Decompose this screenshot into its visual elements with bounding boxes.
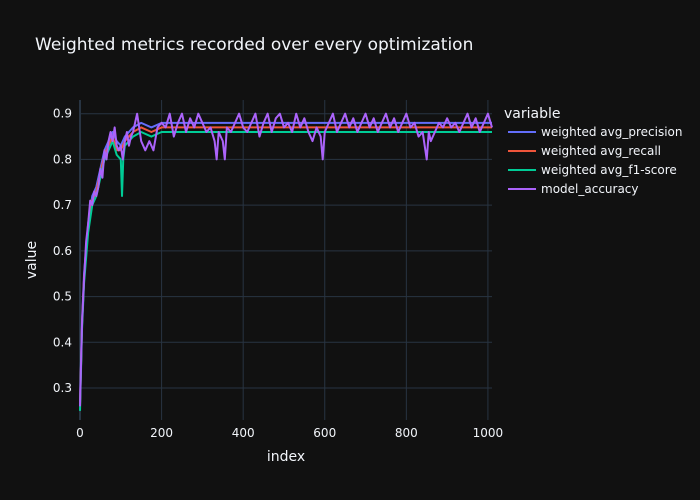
- plot-area: [80, 100, 492, 420]
- legend-label: weighted avg_recall: [541, 144, 661, 158]
- y-tick-label: 0.9: [53, 107, 72, 121]
- y-tick-label: 0.8: [53, 152, 72, 166]
- legend[interactable]: variable weighted avg_precisionweighted …: [504, 106, 682, 196]
- legend-item[interactable]: weighted avg_f1-score: [508, 163, 677, 177]
- y-axis-title: value: [24, 241, 40, 279]
- x-tick-label: 400: [232, 426, 255, 440]
- legend-label: weighted avg_f1-score: [541, 163, 677, 177]
- legend-label: weighted avg_precision: [541, 125, 682, 139]
- series-layer: [79, 112, 493, 411]
- x-axis-title: index: [267, 449, 305, 465]
- x-tick-label: 0: [76, 426, 84, 440]
- legend-item[interactable]: weighted avg_recall: [508, 144, 661, 158]
- legend-label: model_accuracy: [541, 182, 639, 196]
- grid: [79, 100, 492, 420]
- legend-title: variable: [504, 106, 560, 122]
- y-tick-label: 0.5: [53, 290, 72, 304]
- y-tick-label: 0.6: [53, 244, 72, 258]
- legend-item[interactable]: weighted avg_precision: [508, 125, 682, 139]
- y-tick-label: 0.3: [53, 381, 72, 395]
- x-tick-label: 1000: [473, 426, 504, 440]
- x-tick-label: 600: [313, 426, 336, 440]
- tick-labels: 0.3 0.4 0.5 0.6 0.7 0.8 0.9 0 200 400 600 800 1000: [53, 107, 503, 440]
- series-line-model-accuracy[interactable]: [79, 112, 493, 407]
- chart-title: Weighted metrics recorded over every opt…: [35, 35, 473, 55]
- x-tick-label: 800: [395, 426, 418, 440]
- y-tick-label: 0.7: [53, 198, 72, 212]
- y-tick-label: 0.4: [53, 335, 72, 349]
- legend-item[interactable]: model_accuracy: [508, 182, 639, 196]
- legend-items[interactable]: weighted avg_precision weighted avg_recal…: [508, 125, 682, 196]
- x-tick-label: 200: [150, 426, 173, 440]
